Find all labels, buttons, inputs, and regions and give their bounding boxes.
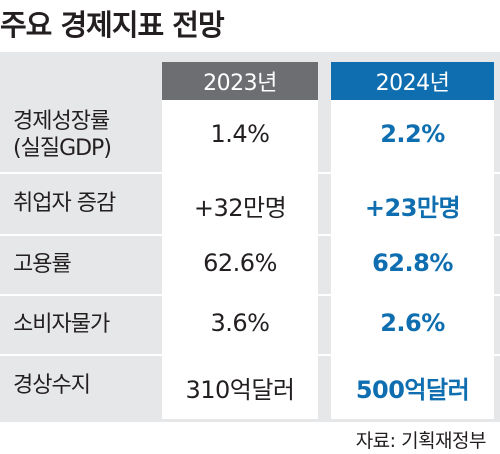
column-header-2023: 2023년 (162, 62, 318, 100)
value-2024-gdp: 2.2% (380, 120, 445, 148)
indicator-table: 2023년 2024년 경제성장률 (실질GDP) 1.4% 2.2% 취업자 … (0, 52, 500, 422)
row-label-gdp: 경제성장률 (실질GDP) (13, 108, 112, 162)
row-divider (0, 234, 500, 236)
row-label-employment-change: 취업자 증감 (13, 191, 116, 216)
value-2024-employment-rate: 62.8% (372, 249, 453, 277)
row-divider (0, 294, 500, 296)
source-note: 자료: 기획재정부 (355, 430, 487, 452)
row-label-line: (실질GDP) (13, 136, 112, 161)
value-2023-employment-rate: 62.6% (203, 249, 277, 277)
value-2024-employment-change: +23만명 (364, 194, 461, 222)
value-2023-cpi: 3.6% (210, 309, 270, 337)
row-divider (0, 354, 500, 356)
row-divider (0, 172, 500, 174)
value-2023-current-account: 310억달러 (185, 376, 295, 404)
row-label-line: 경제성장률 (13, 109, 110, 134)
value-2024-current-account: 500억달러 (355, 376, 470, 404)
row-label-employment-rate: 고용률 (13, 252, 72, 277)
value-2023-employment-change: +32만명 (193, 194, 287, 222)
column-2023: 2023년 (162, 62, 318, 419)
column-header-2024: 2024년 (331, 62, 494, 100)
page-title: 주요 경제지표 전망 (0, 8, 225, 42)
value-2024-cpi: 2.6% (380, 309, 445, 337)
row-label-current-account: 경상수지 (13, 373, 91, 398)
column-2024: 2024년 (331, 62, 494, 419)
row-label-cpi: 소비자물가 (13, 312, 110, 337)
value-2023-gdp: 1.4% (210, 120, 270, 148)
